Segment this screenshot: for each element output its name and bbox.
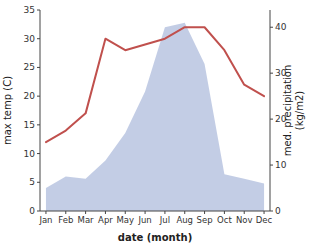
y2-tick	[270, 119, 273, 120]
y2-tick-label: 40	[275, 22, 287, 32]
y2-tick	[270, 73, 273, 74]
x-tick	[125, 211, 126, 214]
y2-tick-label: 10	[275, 160, 287, 170]
y-tick-label: 20	[24, 91, 36, 101]
x-tick	[244, 211, 245, 214]
y-tick-label: 35	[24, 5, 35, 15]
y2-axis-label-line: (kg/m2)	[294, 91, 305, 131]
y-axis-label: max temp (C)	[2, 76, 13, 145]
temperature-line	[46, 27, 264, 142]
x-tick-label: Nov	[236, 215, 253, 225]
precipitation-area	[46, 23, 264, 211]
y-tick	[37, 182, 40, 183]
x-tick-label: Aug	[176, 215, 193, 225]
y-tick-label: 30	[24, 34, 36, 44]
x-tick-label: May	[116, 215, 134, 225]
y-tick	[37, 211, 40, 212]
y2-tick	[270, 165, 273, 166]
x-tick	[264, 211, 265, 214]
y-tick	[37, 96, 40, 97]
y-tick-label: 10	[24, 149, 36, 159]
y-tick	[37, 124, 40, 125]
x-tick	[184, 211, 185, 214]
y-tick-label: 0	[29, 206, 35, 216]
x-tick	[164, 211, 165, 214]
y-tick-label: 15	[24, 120, 35, 130]
x-tick-label: Sep	[197, 215, 213, 225]
y-tick-label: 25	[24, 62, 35, 72]
marks	[46, 23, 264, 211]
y-tick	[37, 10, 40, 11]
y2-axis-label: med. precipitation(kg/m2)	[282, 65, 305, 157]
y2-tick	[270, 27, 273, 28]
x-axis-label: date (month)	[118, 232, 192, 243]
y-tick-label: 5	[29, 177, 35, 187]
y-axis-line	[40, 10, 41, 211]
x-tick	[204, 211, 205, 214]
chart: 05101520253035010203040JanFebMarAprMayJu…	[0, 0, 318, 247]
x-tick-label: Dec	[256, 215, 273, 225]
y-tick	[37, 38, 40, 39]
x-tick	[65, 211, 66, 214]
x-tick-label: Jul	[159, 215, 170, 225]
y2-axis-line	[270, 10, 271, 211]
x-tick-label: Mar	[78, 215, 95, 225]
y2-axis-label-line: med. precipitation	[282, 65, 293, 157]
x-tick-label: Oct	[217, 215, 232, 225]
x-tick	[85, 211, 86, 214]
x-tick-label: Feb	[58, 215, 73, 225]
x-axis-line	[40, 211, 270, 212]
x-tick	[105, 211, 106, 214]
x-tick-label: Jan	[38, 215, 52, 225]
x-tick	[45, 211, 46, 214]
x-tick	[224, 211, 225, 214]
x-tick-label: Apr	[98, 215, 113, 225]
y-tick	[37, 153, 40, 154]
y2-tick	[270, 211, 273, 212]
x-tick	[145, 211, 146, 214]
y-tick	[37, 67, 40, 68]
y2-tick-label: 0	[275, 206, 281, 216]
x-tick-label: Jun	[137, 215, 151, 225]
